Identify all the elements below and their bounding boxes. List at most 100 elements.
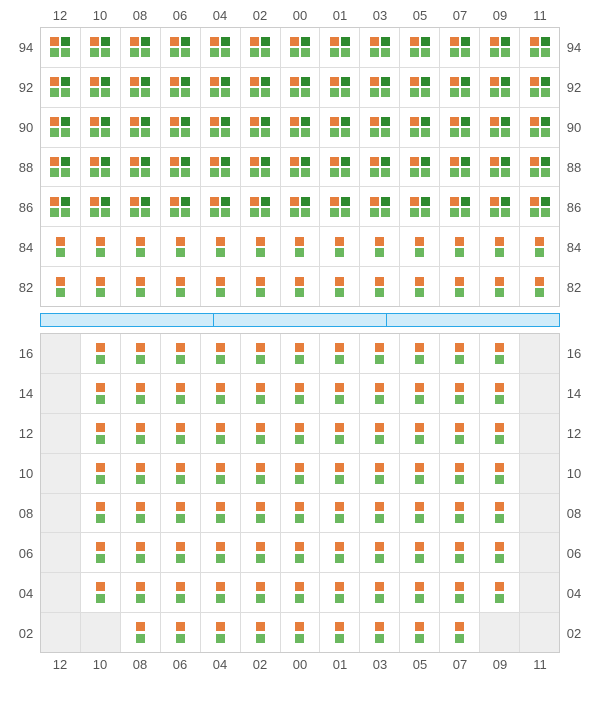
- seat-cell[interactable]: [400, 374, 440, 413]
- seat-cell[interactable]: [161, 227, 201, 266]
- seat-cell[interactable]: [161, 573, 201, 612]
- seat-cell[interactable]: [201, 148, 241, 187]
- seat-cell[interactable]: [400, 533, 440, 572]
- seat-cell[interactable]: [161, 187, 201, 226]
- seat-cell[interactable]: [320, 613, 360, 652]
- seat-cell[interactable]: [400, 414, 440, 453]
- seat-cell[interactable]: [440, 108, 480, 147]
- seat-cell[interactable]: [121, 148, 161, 187]
- seat-cell[interactable]: [400, 267, 440, 306]
- seat-cell[interactable]: [440, 374, 480, 413]
- seat-cell[interactable]: [360, 28, 400, 67]
- seat-cell[interactable]: [281, 573, 321, 612]
- seat-cell[interactable]: [440, 533, 480, 572]
- seat-cell[interactable]: [161, 494, 201, 533]
- seat-cell[interactable]: [121, 533, 161, 572]
- seat-cell[interactable]: [480, 267, 520, 306]
- seat-cell[interactable]: [440, 494, 480, 533]
- seat-cell[interactable]: [121, 374, 161, 413]
- seat-cell[interactable]: [360, 108, 400, 147]
- seat-cell[interactable]: [241, 573, 281, 612]
- seat-cell[interactable]: [440, 267, 480, 306]
- seat-cell[interactable]: [400, 28, 440, 67]
- seat-cell[interactable]: [41, 68, 81, 107]
- seat-cell[interactable]: [520, 68, 559, 107]
- seat-cell[interactable]: [41, 148, 81, 187]
- seat-cell[interactable]: [440, 573, 480, 612]
- seat-cell[interactable]: [400, 494, 440, 533]
- seat-cell[interactable]: [121, 227, 161, 266]
- seat-cell[interactable]: [360, 533, 400, 572]
- seat-cell[interactable]: [201, 374, 241, 413]
- seat-cell[interactable]: [241, 68, 281, 107]
- seat-cell[interactable]: [281, 454, 321, 493]
- seat-cell[interactable]: [400, 454, 440, 493]
- seat-cell[interactable]: [241, 414, 281, 453]
- seat-cell[interactable]: [241, 494, 281, 533]
- seat-cell[interactable]: [480, 494, 520, 533]
- seat-cell[interactable]: [360, 148, 400, 187]
- seat-cell[interactable]: [440, 613, 480, 652]
- seat-cell[interactable]: [201, 108, 241, 147]
- seat-cell[interactable]: [201, 613, 241, 652]
- seat-cell[interactable]: [201, 28, 241, 67]
- seat-cell[interactable]: [320, 573, 360, 612]
- seat-cell[interactable]: [320, 187, 360, 226]
- seat-cell[interactable]: [121, 573, 161, 612]
- seat-cell[interactable]: [520, 187, 559, 226]
- seat-cell[interactable]: [281, 613, 321, 652]
- seat-cell[interactable]: [400, 227, 440, 266]
- seat-cell[interactable]: [81, 494, 121, 533]
- seat-cell[interactable]: [121, 613, 161, 652]
- seat-cell[interactable]: [121, 414, 161, 453]
- seat-cell[interactable]: [480, 533, 520, 572]
- seat-cell[interactable]: [161, 28, 201, 67]
- seat-cell[interactable]: [161, 334, 201, 373]
- seat-cell[interactable]: [81, 533, 121, 572]
- seat-cell[interactable]: [320, 28, 360, 67]
- seat-cell[interactable]: [440, 187, 480, 226]
- seat-cell[interactable]: [320, 68, 360, 107]
- seat-cell[interactable]: [281, 533, 321, 572]
- seat-cell[interactable]: [360, 613, 400, 652]
- seat-cell[interactable]: [480, 187, 520, 226]
- seat-cell[interactable]: [520, 28, 559, 67]
- seat-cell[interactable]: [320, 494, 360, 533]
- seat-cell[interactable]: [400, 187, 440, 226]
- seat-cell[interactable]: [241, 187, 281, 226]
- seat-cell[interactable]: [400, 68, 440, 107]
- seat-cell[interactable]: [320, 533, 360, 572]
- seat-cell[interactable]: [320, 148, 360, 187]
- seat-cell[interactable]: [121, 334, 161, 373]
- seat-cell[interactable]: [161, 374, 201, 413]
- seat-cell[interactable]: [41, 267, 81, 306]
- seat-cell[interactable]: [360, 454, 400, 493]
- seat-cell[interactable]: [241, 148, 281, 187]
- seat-cell[interactable]: [81, 28, 121, 67]
- seat-cell[interactable]: [201, 494, 241, 533]
- seat-cell[interactable]: [520, 148, 559, 187]
- seat-cell[interactable]: [121, 454, 161, 493]
- seat-cell[interactable]: [161, 68, 201, 107]
- seat-cell[interactable]: [81, 454, 121, 493]
- seat-cell[interactable]: [281, 28, 321, 67]
- seat-cell[interactable]: [161, 267, 201, 306]
- seat-cell[interactable]: [440, 414, 480, 453]
- seat-cell[interactable]: [281, 334, 321, 373]
- seat-cell[interactable]: [121, 108, 161, 147]
- seat-cell[interactable]: [320, 414, 360, 453]
- seat-cell[interactable]: [121, 28, 161, 67]
- seat-cell[interactable]: [121, 494, 161, 533]
- seat-cell[interactable]: [400, 573, 440, 612]
- seat-cell[interactable]: [81, 414, 121, 453]
- seat-cell[interactable]: [480, 68, 520, 107]
- seat-cell[interactable]: [480, 108, 520, 147]
- seat-cell[interactable]: [281, 187, 321, 226]
- seat-cell[interactable]: [241, 227, 281, 266]
- seat-cell[interactable]: [520, 227, 559, 266]
- seat-cell[interactable]: [201, 68, 241, 107]
- seat-cell[interactable]: [201, 533, 241, 572]
- seat-cell[interactable]: [320, 227, 360, 266]
- seat-cell[interactable]: [520, 267, 559, 306]
- seat-cell[interactable]: [201, 187, 241, 226]
